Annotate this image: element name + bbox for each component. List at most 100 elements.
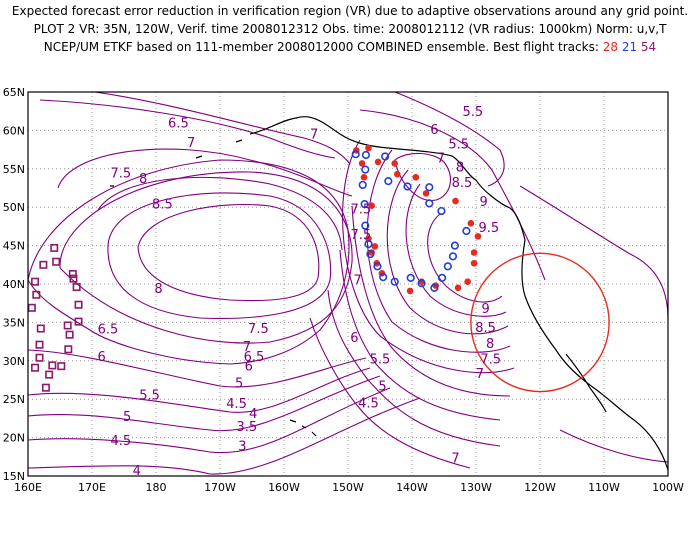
track-54-point [35, 340, 44, 349]
hawaii-islands [289, 419, 317, 437]
contour-line [28, 367, 371, 413]
north-america-west-coast [521, 239, 668, 471]
contour-label: 8.5 [475, 321, 496, 336]
longitude-label: 170E [78, 481, 106, 494]
track-28-point [452, 197, 459, 205]
contour-label: 5.5 [139, 389, 160, 404]
track-28-point [406, 287, 414, 295]
contour-line [366, 149, 511, 353]
latitude-label: 55N [3, 163, 25, 176]
contour-label: 4.5 [110, 434, 131, 449]
track-21-point [379, 272, 388, 282]
contour-label: 8.5 [152, 197, 173, 212]
contour-label: 7 [476, 367, 484, 382]
verification-region-circle [470, 252, 610, 393]
contour-label: 3.5 [237, 420, 258, 435]
contour-line [28, 397, 421, 475]
track-21-point [366, 249, 375, 259]
latitude-label: 40N [3, 278, 25, 291]
longitude-label: 130W [460, 481, 492, 494]
contour-line [519, 185, 668, 321]
track-54-point [64, 345, 73, 354]
track-54-point [69, 274, 78, 283]
track-21-point [361, 150, 371, 160]
latitude-label: 45N [3, 240, 25, 253]
track-21-point [448, 252, 458, 261]
header-line-1: Expected forecast error reduction in ver… [11, 4, 689, 18]
contour-label: 7.5 [248, 322, 269, 337]
track-28-point [371, 243, 379, 250]
contour-line [427, 213, 503, 303]
track-28-point [391, 160, 399, 167]
contour-line [28, 159, 350, 365]
track-28-point [470, 259, 478, 267]
contour-line [107, 192, 332, 319]
track-21-point [406, 273, 415, 282]
longitude-label: 120W [524, 481, 556, 494]
contour-line [342, 139, 515, 374]
contour-label: 5.5 [462, 105, 483, 120]
contour-label: 7 [437, 151, 445, 166]
track-21-point [351, 150, 360, 159]
track-54-point [50, 243, 59, 252]
contour-label: 4 [249, 407, 257, 422]
track-54-point [74, 300, 83, 309]
contour-label: 7 [310, 127, 318, 142]
track-54-point [57, 362, 66, 371]
track-28-point [470, 249, 478, 256]
contour-line [57, 148, 353, 197]
contour-label: 6.5 [168, 117, 189, 132]
track-28-point [393, 170, 401, 178]
track-54-point [36, 324, 45, 333]
track-21-point [384, 176, 393, 186]
longitude-label: 150W [332, 481, 364, 494]
alaska-coast [249, 116, 526, 241]
longitude-labels: 160E 170E 180 170W 160W 150W 140W 130W 120W 110W 1… [14, 481, 684, 494]
longitude-label: 100W [652, 481, 684, 494]
track-21-point [425, 199, 434, 208]
contour-label: 6.5 [244, 350, 265, 365]
track-54-label: 54 [640, 40, 657, 54]
contour-line [405, 183, 507, 317]
track-21-point [361, 221, 370, 230]
contour-label: 8.5 [452, 176, 473, 191]
contour-label: 6 [97, 350, 105, 365]
track-28-point [454, 284, 462, 292]
track-21-point [360, 200, 369, 209]
coastlines [110, 116, 668, 471]
contour-label: 3 [238, 439, 246, 454]
contour-line [97, 176, 343, 251]
longitude-label: 160E [14, 481, 42, 494]
contour-line [327, 289, 501, 447]
track-21-point [364, 239, 373, 249]
header-line-3: NCEP/UM ETKF based on 111-member 2008012… [0, 38, 700, 56]
latitude-label: 20N [3, 432, 25, 445]
contour-label: 5 [235, 376, 243, 391]
track-21-point [417, 279, 426, 288]
track-54-point [52, 257, 61, 266]
flight-tracks [27, 144, 482, 392]
track-21-point [373, 262, 382, 271]
latitude-label: 30N [3, 355, 25, 368]
contour-label: 7.5 [350, 228, 371, 243]
track-28-point [422, 190, 430, 197]
contour-label: 9 [481, 302, 489, 317]
latitude-label: 15N [3, 470, 25, 483]
longitude-label: 180 [146, 481, 167, 494]
track-54-point [32, 290, 41, 299]
track-54-point [45, 370, 54, 379]
contour-label: 9 [480, 195, 488, 210]
contour-line [339, 249, 501, 421]
contour-label: 6 [350, 331, 358, 346]
latitude-label: 25N [3, 393, 25, 406]
track-54-point [31, 277, 40, 286]
contour-line [28, 387, 391, 454]
track-21-point [358, 180, 367, 190]
contour-label: 5 [123, 410, 131, 425]
latitude-label: 60N [3, 124, 25, 137]
track-28-point [474, 233, 482, 240]
track-54-point [63, 321, 72, 330]
contour-label: 5.5 [448, 137, 469, 152]
track-28-point [368, 202, 375, 209]
